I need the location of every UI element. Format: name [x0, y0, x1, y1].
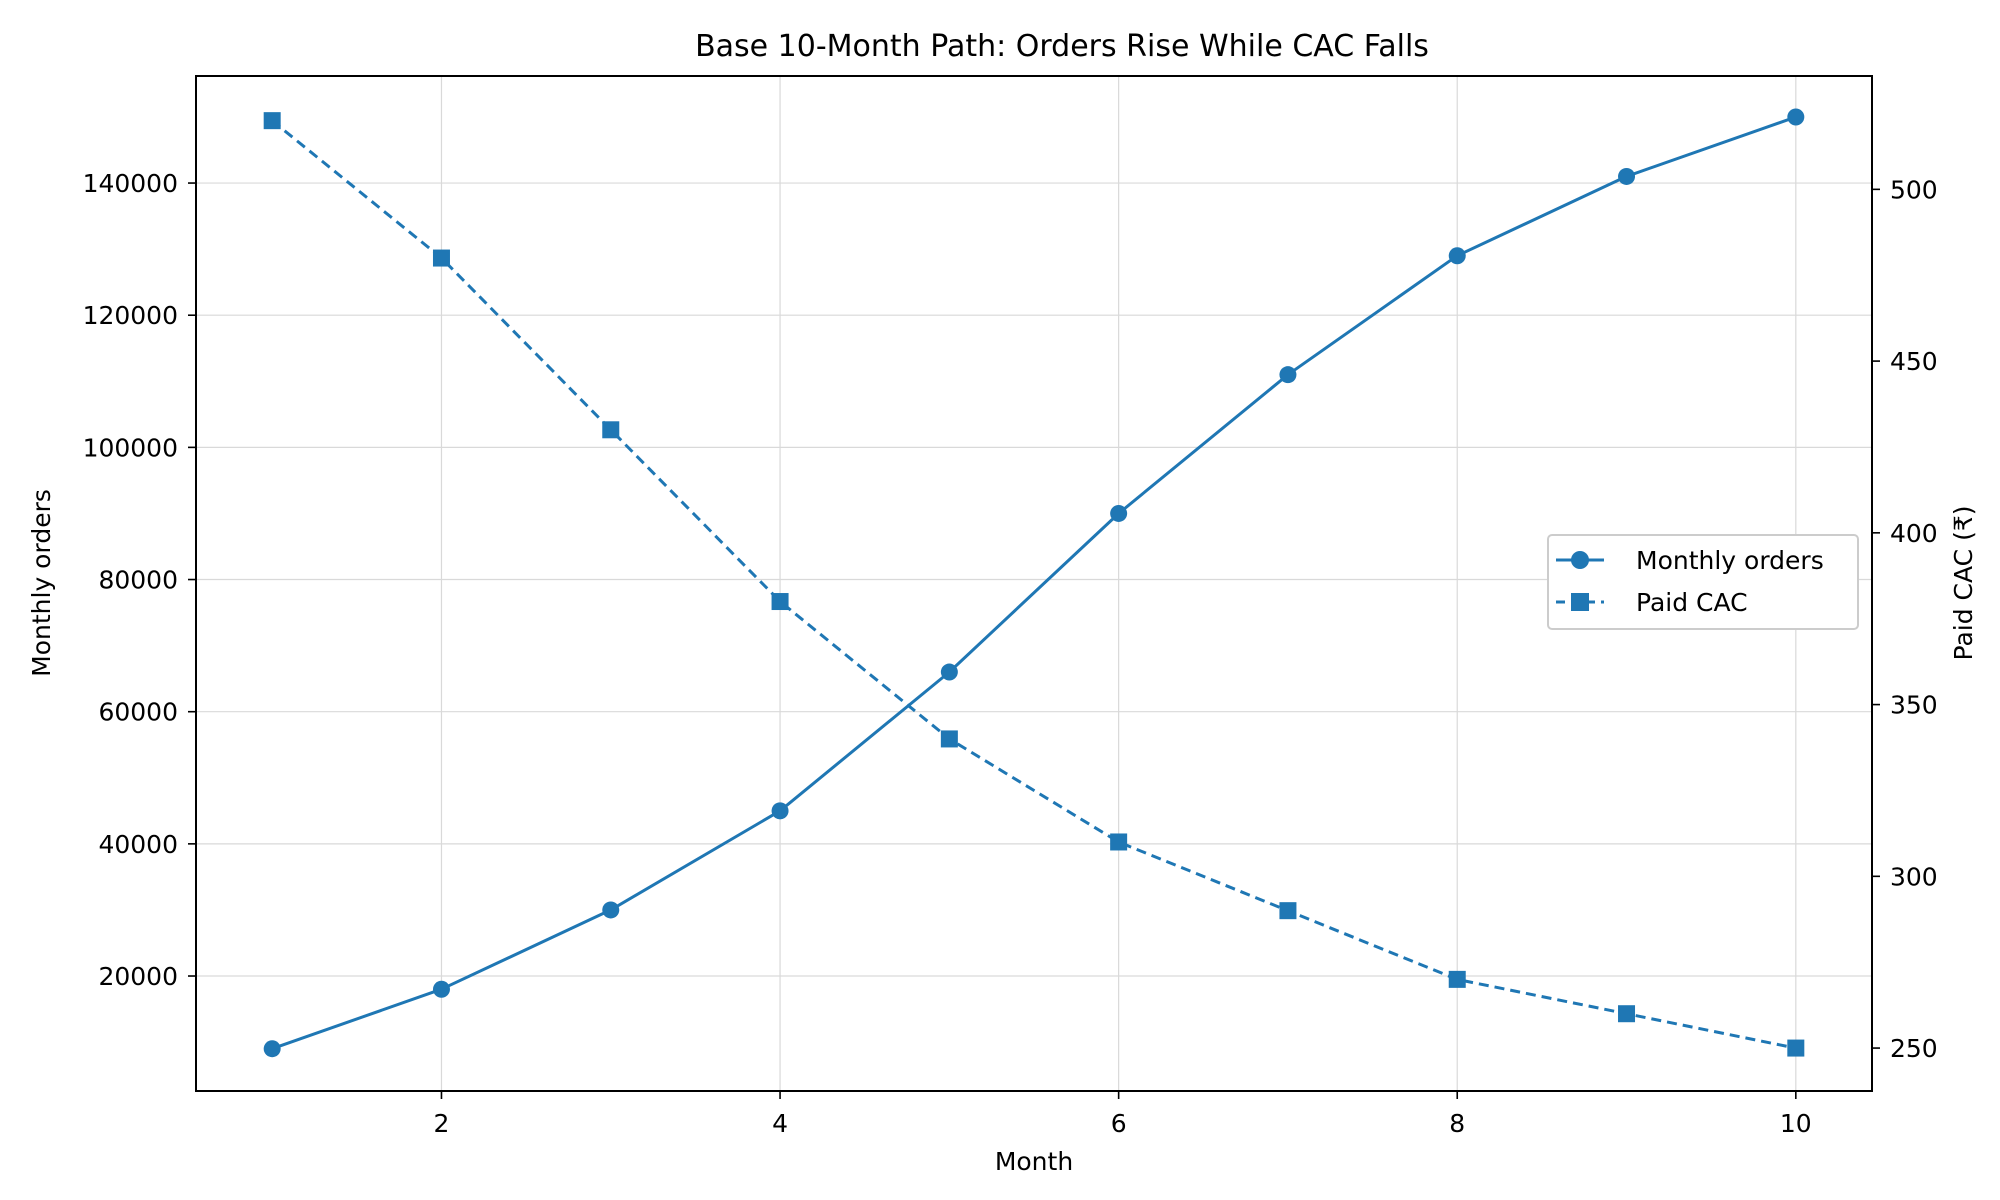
left-y-tick-label: 20000: [98, 962, 178, 991]
right-y-tick-label: 350: [1890, 691, 1938, 720]
legend-cac-marker: [1571, 593, 1589, 611]
paid-cac-point: [263, 112, 281, 130]
paid-cac-point: [1110, 833, 1128, 851]
paid-cac-point: [1448, 970, 1466, 988]
paid-cac-line: [271, 119, 1797, 1050]
left-y-axis-label: Monthly orders: [27, 489, 56, 677]
legend: Monthly orders Paid CAC: [1547, 534, 1859, 630]
right-y-tick-label: 400: [1890, 519, 1938, 548]
right-y-axis-label: Paid CAC (₹): [1949, 506, 1978, 661]
monthly-orders-line: [271, 115, 1797, 1051]
monthly-orders-point: [1279, 366, 1297, 384]
right-y-tick-label: 250: [1890, 1034, 1938, 1063]
paid-cac-point: [1279, 902, 1297, 920]
paid-cac-point: [771, 593, 789, 611]
tick-layer: 2 4 6 8 10 20000 40000 60000 80000 100000 120000 14…: [83, 169, 1938, 1138]
right-y-tick-label: 450: [1890, 347, 1938, 376]
legend-orders-marker: [1571, 551, 1589, 569]
paid-cac-point: [1618, 1005, 1636, 1023]
paid-cac-point: [602, 421, 620, 439]
left-y-tick-label: 80000: [98, 566, 178, 595]
left-y-tick-label: 100000: [83, 433, 178, 462]
legend-cac-label: Paid CAC: [1636, 588, 1748, 617]
monthly-orders-point: [1110, 504, 1128, 522]
monthly-orders-point: [1787, 108, 1805, 126]
left-y-tick-label: 40000: [98, 830, 178, 859]
series-layer: [263, 108, 1805, 1058]
left-y-tick-label: 120000: [83, 301, 178, 330]
right-y-tick-label: 300: [1890, 862, 1938, 891]
left-y-tick-label: 60000: [98, 698, 178, 727]
plot-frame: [195, 75, 1873, 1092]
left-y-tick-label: 140000: [83, 169, 178, 198]
legend-box: [1547, 534, 1859, 630]
paid-cac-point: [432, 249, 450, 267]
monthly-orders-point: [771, 802, 789, 820]
paid-cac-point: [1787, 1039, 1805, 1057]
paid-cac-point: [940, 730, 958, 748]
grid-layer: [196, 76, 1872, 1091]
x-tick-label: 10: [1780, 1109, 1812, 1138]
x-tick-label: 4: [772, 1109, 788, 1138]
x-axis-label: Month: [995, 1147, 1073, 1176]
monthly-orders-point: [602, 901, 620, 919]
monthly-orders-point: [432, 980, 450, 998]
monthly-orders-point: [263, 1040, 281, 1058]
right-y-tick-label: 500: [1890, 175, 1938, 204]
legend-orders-label: Monthly orders: [1636, 546, 1824, 575]
monthly-orders-point: [940, 663, 958, 681]
x-tick-label: 2: [434, 1109, 450, 1138]
x-tick-label: 8: [1449, 1109, 1465, 1138]
chart-title: Base 10-Month Path: Orders Rise While CA…: [695, 29, 1429, 64]
monthly-orders-point: [1448, 247, 1466, 265]
x-tick-label: 6: [1111, 1109, 1127, 1138]
monthly-orders-point: [1618, 167, 1636, 185]
